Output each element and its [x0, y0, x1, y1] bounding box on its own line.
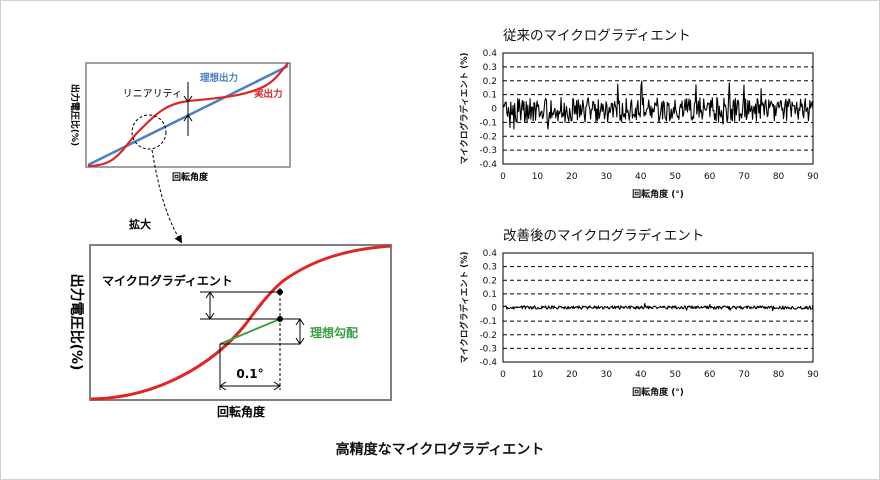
detail-actual-curve — [90, 244, 392, 401]
zoom-circle — [131, 114, 167, 150]
x-tick-label: 60 — [704, 370, 716, 380]
y-axis-label: マイクログラディエント (%) — [459, 251, 470, 363]
x-tick-label: 0 — [500, 172, 506, 182]
slope-arrow-down — [295, 337, 305, 345]
ideal-output-label: 理想出力 — [200, 72, 238, 84]
x-tick-label: 10 — [532, 172, 544, 182]
x-tick-label: 40 — [635, 172, 647, 182]
x-tick-label: 0 — [500, 370, 506, 380]
y-tick-label: 0.2 — [483, 77, 497, 87]
ideal-slope-line — [219, 318, 281, 345]
y-tick-label: 0 — [491, 304, 497, 314]
x-tick-label: 50 — [669, 172, 681, 182]
y-tick-label: -0.4 — [479, 160, 497, 170]
x-tick-label: 80 — [773, 172, 785, 182]
micro-arrow-down — [205, 312, 215, 320]
gradient-signal-line — [502, 80, 814, 130]
chart-title: 改善後のマイクログラディエント — [503, 227, 704, 244]
y-tick-label: 0.2 — [483, 276, 497, 286]
actual-output-label: 実出力 — [254, 88, 283, 100]
step-arrow-right — [273, 381, 281, 391]
micro-gradient-label: マイクログラディエント — [102, 273, 233, 288]
y-tick-label: 0.3 — [483, 263, 497, 273]
chart-improved: 改善後のマイクログラディエント 0.4 0.3 0.2 0.1 0 -0.1 -0.2 -0.3… — [459, 227, 819, 398]
x-tick-label: 80 — [773, 370, 785, 380]
ideal-point — [277, 316, 283, 322]
y-axis-label: マイクログラディエント (%) — [459, 52, 470, 164]
y-tick-label: -0.2 — [479, 331, 497, 341]
x-tick-label: 40 — [635, 370, 647, 380]
x-tick-label: 50 — [669, 370, 681, 380]
chart-title: 従来のマイクログラディエント — [503, 27, 691, 44]
x-tick-label: 20 — [566, 370, 578, 380]
detail-diagram: マイクログラディエント 理想勾配 0.1° 回転角度 出力電圧比(%) — [68, 244, 392, 419]
x-tick-label: 10 — [532, 370, 544, 380]
y-tick-label: 0.1 — [483, 290, 497, 300]
zoom-label: 拡大 — [129, 217, 151, 231]
overview-xlabel: 回転角度 — [172, 171, 209, 183]
overview-diagram: リニアリティ 理想出力 実出力 回転角度 出力電圧比(%) — [69, 62, 291, 183]
y-tick-label: -0.4 — [479, 358, 497, 368]
x-tick-label: 70 — [738, 370, 750, 380]
x-tick-label: 20 — [566, 172, 578, 182]
detail-frame — [89, 244, 392, 401]
gradient-signal-line — [502, 302, 814, 312]
linearity-arrow-down — [183, 95, 193, 103]
x-tick-label: 70 — [738, 172, 750, 182]
y-tick-label: 0.4 — [483, 49, 498, 59]
figure-caption: 高精度なマイクログラディエント — [335, 442, 545, 458]
y-tick-label: -0.1 — [479, 118, 497, 128]
y-tick-label: -0.1 — [479, 317, 497, 327]
detail-xlabel: 回転角度 — [217, 404, 266, 419]
x-axis-label: 回転角度 (°) — [632, 386, 684, 398]
linearity-arrow-up — [183, 114, 193, 122]
x-tick-label: 30 — [601, 370, 613, 380]
x-tick-label: 60 — [704, 172, 716, 182]
step-arrow-left — [219, 381, 227, 391]
detail-ylabel: 出力電圧比(%) — [68, 274, 85, 371]
x-axis-label: 回転角度 (°) — [632, 188, 684, 200]
y-tick-label: 0.3 — [483, 63, 497, 73]
ideal-slope-label: 理想勾配 — [310, 325, 358, 340]
chart-conventional: 従来のマイクログラディエント 0.4 0.3 0.2 0.1 0 -0.1 -0.2 -0.3 -… — [459, 27, 819, 200]
y-tick-label: 0.4 — [483, 249, 498, 259]
y-tick-label: -0.3 — [479, 344, 497, 354]
overview-ylabel: 出力電圧比(%) — [69, 84, 81, 146]
slope-arrow-up — [295, 318, 305, 326]
curve-point — [277, 289, 283, 295]
zoom-arrow — [151, 149, 183, 244]
x-tick-label: 90 — [807, 370, 819, 380]
x-tick-label: 30 — [601, 172, 613, 182]
step-label: 0.1° — [236, 367, 263, 381]
y-tick-label: 0 — [491, 105, 497, 115]
y-tick-label: -0.3 — [479, 146, 497, 156]
linearity-label: リニアリティ — [123, 89, 182, 100]
y-tick-label: 0.1 — [483, 91, 497, 101]
micro-arrow-up — [205, 291, 215, 299]
y-tick-label: -0.2 — [479, 132, 497, 142]
x-tick-label: 90 — [807, 172, 819, 182]
